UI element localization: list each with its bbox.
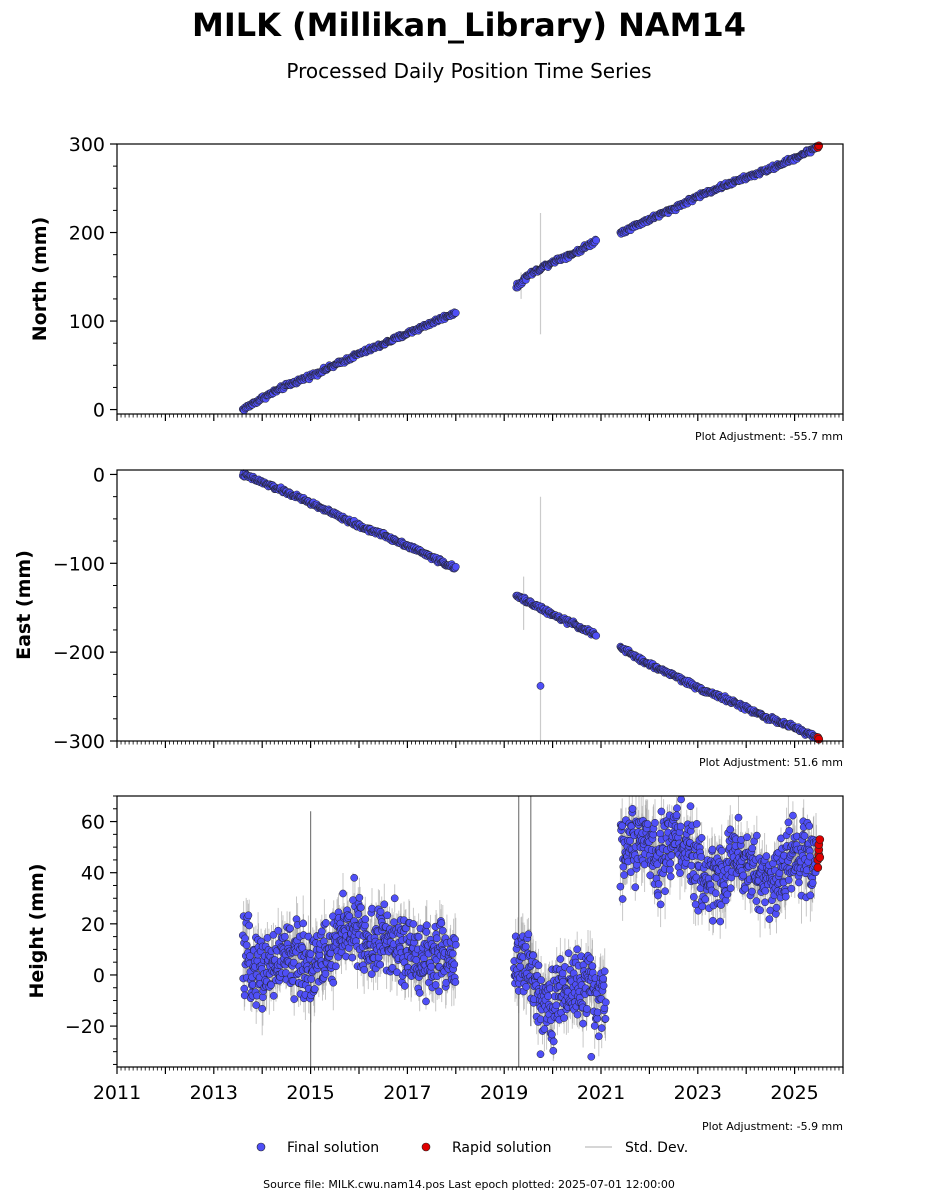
y-tick-label: 200 xyxy=(69,223,105,245)
final-solution-point xyxy=(329,978,338,987)
final-solution-point xyxy=(451,309,460,317)
chart-title: MILK (Millikan_Library) NAM14 xyxy=(192,6,746,44)
final-solution-point xyxy=(361,915,370,924)
y-tick-label: 0 xyxy=(93,464,105,486)
north-axis-label: North (mm) xyxy=(29,217,51,342)
final-solution-point xyxy=(241,934,249,943)
y-tick-label: −100 xyxy=(53,553,105,575)
east-axis-label: East (mm) xyxy=(13,550,35,660)
final-solution-point xyxy=(289,958,298,967)
final-solution-point xyxy=(259,993,267,1002)
east-plot-adjustment: Plot Adjustment: 51.6 mm xyxy=(699,756,843,769)
chart-subtitle: Processed Daily Position Time Series xyxy=(286,59,651,83)
final-solution-point xyxy=(536,682,545,690)
final-solution-point xyxy=(345,912,354,921)
final-solution-point xyxy=(246,952,254,960)
final-solution-point xyxy=(290,995,299,1003)
final-solution-point xyxy=(286,924,294,933)
rapid-solution-point xyxy=(814,141,824,151)
final-solution-point xyxy=(383,911,392,920)
final-solution-point xyxy=(339,889,347,898)
final-solution-point xyxy=(258,1004,267,1013)
final-solution-point xyxy=(367,970,376,978)
final-solution-point xyxy=(252,1001,261,1009)
final-solution-point xyxy=(281,932,289,941)
final-solution-point xyxy=(242,941,251,950)
y-tick-label: 100 xyxy=(69,311,105,333)
final-solution-point xyxy=(592,631,601,640)
final-solution-point xyxy=(269,991,278,1000)
final-solution-point xyxy=(368,904,376,913)
final-solution-point xyxy=(360,966,369,974)
final-solution-point xyxy=(451,562,460,571)
final-solution-point xyxy=(376,907,385,916)
final-solution-point xyxy=(304,932,313,941)
final-solution-point xyxy=(299,919,308,928)
final-solution-point xyxy=(321,969,330,978)
y-tick-label: 0 xyxy=(93,400,105,422)
final-solution-point xyxy=(380,900,389,909)
final-solution-point xyxy=(355,893,364,902)
y-tick-label: 300 xyxy=(69,134,105,156)
panel-north: 300 200 100 0 North (mm) Plot Adjustment: -… xyxy=(29,134,844,443)
final-solution-point xyxy=(244,911,253,920)
final-solution-point xyxy=(376,960,385,969)
final-solution-point xyxy=(317,927,326,936)
final-solution-point xyxy=(348,953,357,962)
final-solution-point xyxy=(306,950,315,958)
panel-east: 0 −100 −200 −300 East (mm) Plot Adjustment:… xyxy=(13,464,844,769)
final-solution-point xyxy=(342,952,350,961)
final-solution-point xyxy=(307,975,316,983)
final-solution-point xyxy=(357,903,365,912)
final-solution-point xyxy=(592,236,601,245)
final-solution-point xyxy=(267,981,275,989)
final-solution-point xyxy=(240,984,249,993)
final-solution-point xyxy=(322,919,330,927)
final-solution-point xyxy=(298,944,307,952)
final-solution-point xyxy=(332,962,340,971)
final-solution-point xyxy=(245,921,254,930)
final-solution-point xyxy=(354,910,363,919)
y-tick-label: −200 xyxy=(53,642,105,664)
final-solution-point xyxy=(310,985,319,993)
final-solution-point xyxy=(274,926,283,935)
y-tick-label: −300 xyxy=(53,731,105,753)
north-plot-adjustment: Plot Adjustment: -55.7 mm xyxy=(695,430,843,443)
